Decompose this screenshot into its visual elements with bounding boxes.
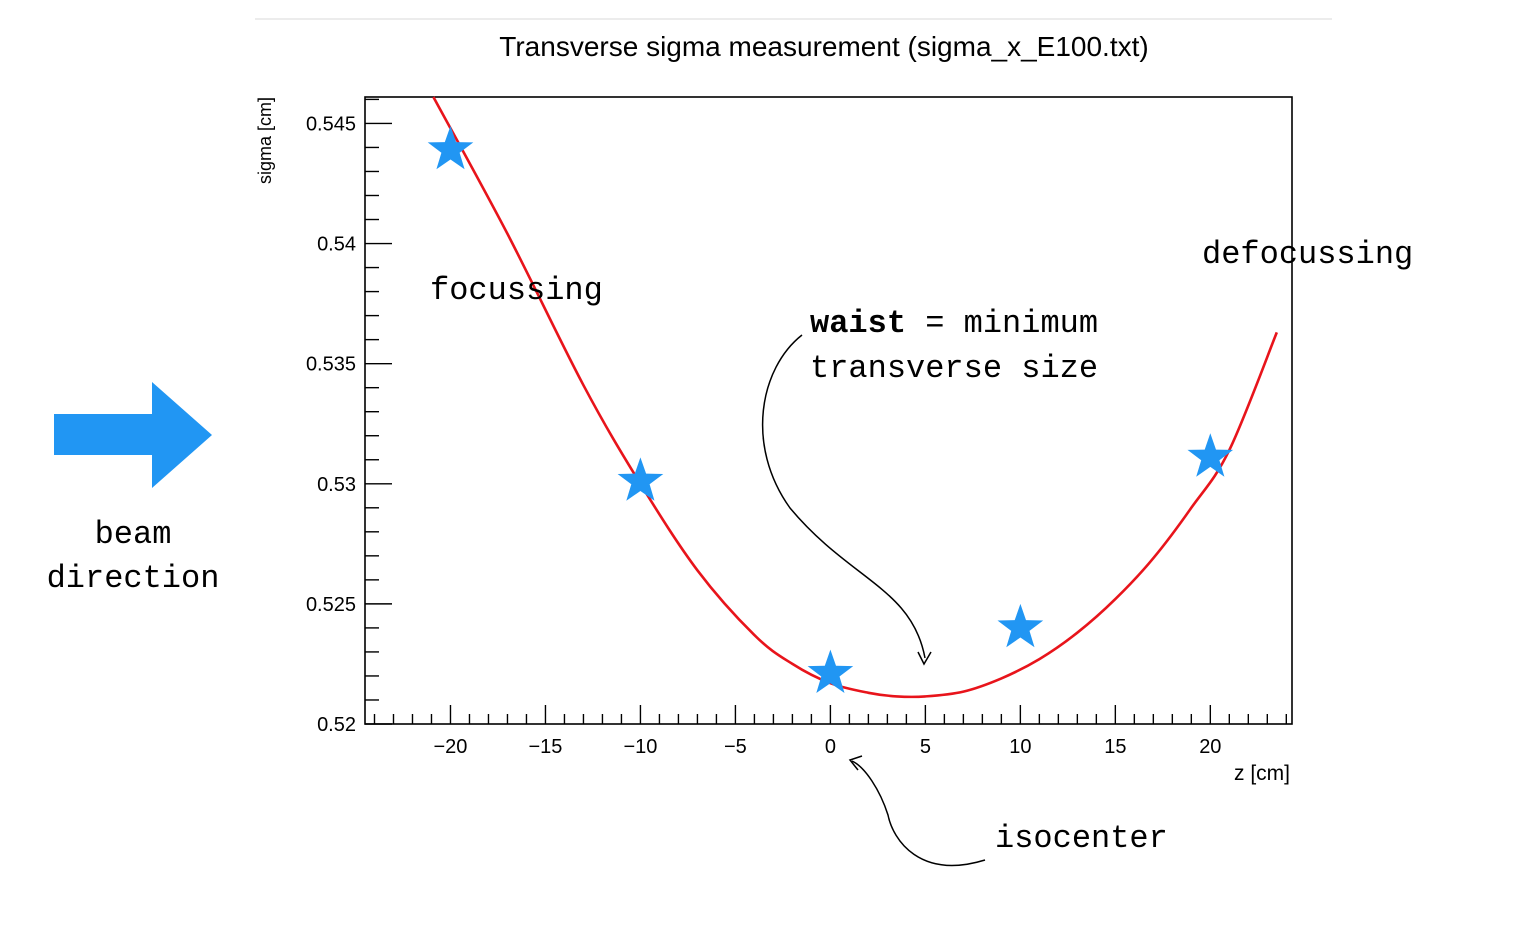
x-tick-label: −20 — [434, 736, 468, 758]
x-tick-label: −5 — [724, 736, 747, 758]
x-axis-label: z [cm] — [1234, 762, 1290, 785]
y-axis-label: sigma [cm] — [255, 97, 275, 184]
data-point-star — [1187, 433, 1234, 477]
waist-label: waist = minimum — [810, 305, 1098, 342]
waist-arrow — [761, 334, 926, 659]
focussing-label: focussing — [430, 272, 603, 309]
y-tick-label: 0.53 — [317, 474, 356, 496]
fit-curve — [432, 96, 1279, 699]
defocussing-label: defocussing — [1202, 236, 1413, 273]
plot-frame — [364, 96, 1293, 725]
y-tick-label: 0.525 — [306, 594, 356, 616]
x-tick-label: −10 — [623, 736, 657, 758]
y-tick-label: 0.54 — [317, 234, 356, 256]
x-tick-label: 10 — [1009, 736, 1031, 758]
x-tick-labels: −20 −15 −10 −5 0 5 10 15 20 — [434, 736, 1222, 758]
data-point-star — [807, 649, 854, 693]
beam-label-line2: direction — [47, 560, 220, 597]
chart-title: Transverse sigma measurement (sigma_x_E1… — [499, 31, 1148, 62]
waist-label-rest: = minimum — [906, 305, 1098, 342]
data-point-star — [617, 457, 664, 501]
data-point-star — [997, 603, 1044, 648]
y-tick-labels: 0.52 0.525 0.53 0.535 0.54 0.545 — [306, 113, 356, 736]
waist-label-line2: transverse size — [810, 350, 1098, 387]
beam-direction-arrow — [54, 382, 212, 488]
x-tick-label: 0 — [825, 736, 836, 758]
waist-label-bold: waist — [810, 305, 906, 342]
data-points — [427, 125, 1234, 693]
y-tick-label: 0.52 — [317, 714, 356, 736]
data-point-star — [427, 125, 474, 170]
beam-label-line1: beam — [95, 516, 172, 553]
x-tick-label: −15 — [528, 736, 562, 758]
x-tick-label: 5 — [920, 736, 931, 758]
isocenter-label: isocenter — [995, 820, 1168, 857]
axis-ticks — [365, 98, 1288, 725]
waist-arrowhead — [917, 651, 932, 666]
x-tick-label: 15 — [1104, 736, 1126, 758]
isocenter-arrowhead — [848, 755, 863, 771]
isocenter-arrow — [851, 760, 986, 867]
y-tick-label: 0.545 — [306, 113, 356, 135]
x-tick-label: 20 — [1199, 736, 1221, 758]
y-tick-label: 0.535 — [306, 354, 356, 376]
